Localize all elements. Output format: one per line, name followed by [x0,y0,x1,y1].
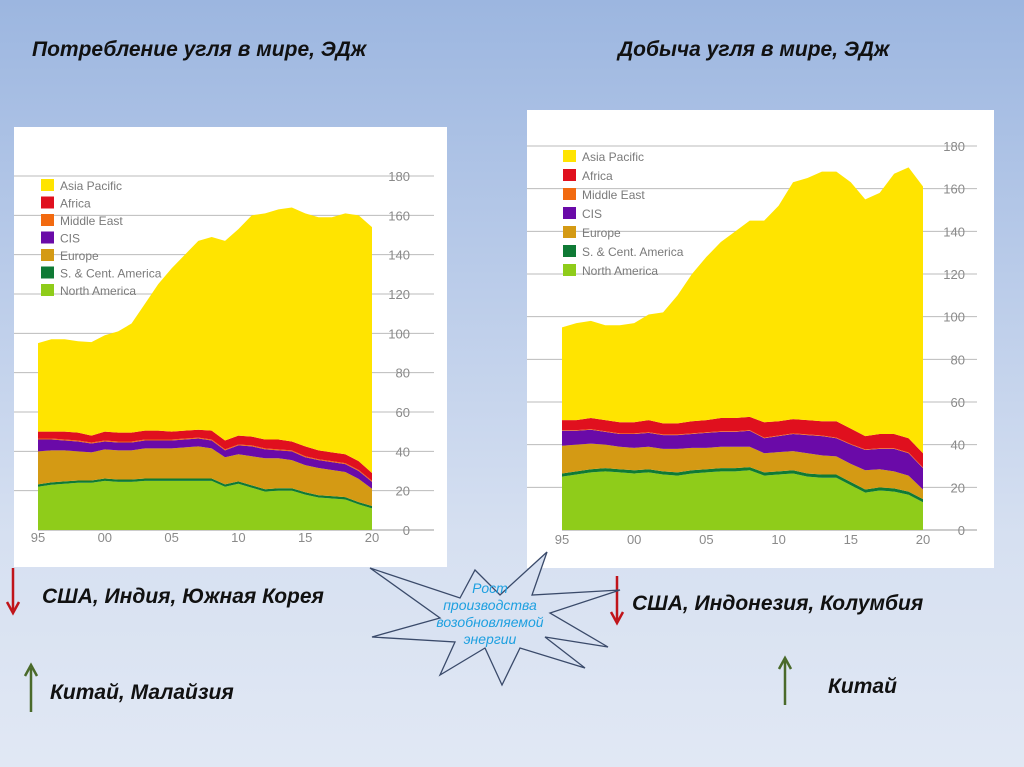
legend-swatch [563,245,576,257]
y-tick-label: 80 [396,366,410,381]
legend-swatch [563,264,576,276]
legend-label: Middle East [582,188,645,202]
legend-swatch [563,150,576,162]
legend-swatch [41,266,54,279]
x-tick-label: 95 [555,532,569,547]
area-cis [38,438,372,489]
x-tick-label: 05 [164,530,178,545]
right-title: Добыча угля в мире, ЭДж [618,38,890,61]
y-tick-label: 100 [388,326,410,341]
legend-label: Asia Pacific [582,150,644,164]
x-tick-label: 95 [31,530,45,545]
up-arrow-icon [777,655,793,705]
legend-swatch [563,169,576,181]
area-africa [562,416,923,468]
y-tick-label: 160 [943,182,965,197]
production-decline-countries: США, Индонезия, Колумбия [632,592,924,615]
consumption-growth-countries: Китай, Малайзия [50,681,234,704]
legend-swatch [41,179,54,191]
legend-swatch [41,214,54,226]
y-tick-label: 120 [388,287,410,302]
x-tick-label: 20 [916,532,930,547]
y-tick-label: 60 [396,405,410,420]
x-tick-label: 15 [844,532,858,547]
callout-line: возобновляемой [436,614,544,630]
legend-label: CIS [582,207,602,221]
legend-label: Africa [60,197,91,211]
y-tick-label: 180 [388,169,410,184]
x-tick-label: 05 [699,532,713,547]
production-chart-svg: 0 20 40 60 80 100 120 140 160 180 95 00 05 10 15 20 Asia… [527,139,977,547]
legend-label: Europe [60,249,99,263]
legend-label: North America [60,284,136,298]
legend-swatch [41,284,54,296]
y-tick-label: 160 [388,208,410,223]
area-europe [38,446,372,507]
area-cis [562,429,923,490]
y-tick-label: 100 [943,310,965,325]
area-s-cent-america [38,478,372,509]
legend-label: North America [582,264,658,278]
production-chart: 0 20 40 60 80 100 120 140 160 180 95 00 05 10 15 20 Asia… [527,110,994,568]
area-asia-pacific [562,167,923,454]
x-tick-label: 10 [771,532,785,547]
x-tick-label: 00 [627,532,641,547]
y-tick-label: 20 [951,480,965,495]
y-tick-label: 140 [388,248,410,263]
consumption-decline-countries: США, Индия, Южная Корея [42,585,324,608]
legend-swatch [41,249,54,261]
down-arrow-icon [5,568,21,616]
x-tick-label: 15 [298,530,312,545]
y-tick-label: 80 [951,352,965,367]
legend-label: Asia Pacific [60,179,122,193]
legend-label: CIS [60,232,80,246]
consumption-chart: 0 20 40 60 80 100 120 140 160 180 95 00 05 10 15 20 Asia… [14,127,447,567]
legend-label: S. & Cent. America [60,267,162,281]
down-arrow-icon [609,576,625,626]
explosion-callout-shape [369,551,621,687]
legend-swatch [41,231,54,244]
y-tick-label: 20 [396,484,410,499]
callout-line: Рост [472,580,508,596]
callout-line: производства [443,597,537,613]
legend-swatch [563,207,576,219]
area-s-cent-america [562,467,923,503]
y-tick-label: 0 [958,523,965,538]
legend-swatch [41,196,54,209]
area-africa [38,429,372,481]
x-tick-label: 20 [365,530,379,545]
y-tick-label: 120 [943,267,965,282]
legend-label: Middle East [60,214,123,228]
area-europe [562,443,923,500]
up-arrow-icon [23,662,39,712]
legend-swatch [563,226,576,238]
callout-line: энергии [463,631,517,647]
y-tick-label: 180 [943,139,965,154]
consumption-chart-svg: 0 20 40 60 80 100 120 140 160 180 95 00 05 10 15 20 Asia… [14,169,434,545]
legend-label: Africa [582,169,613,183]
x-tick-label: 00 [98,530,112,545]
area-north-america [38,480,372,530]
y-tick-label: 0 [403,523,410,538]
legend-label: Europe [582,226,621,240]
area-north-america [562,470,923,530]
production-growth-countries: Китай [828,675,897,698]
y-tick-label: 140 [943,224,965,239]
area-asia-pacific [38,207,372,473]
y-tick-label: 40 [396,444,410,459]
y-tick-label: 60 [951,395,965,410]
callout-text: Рост производства возобновляемой энергии [420,580,560,648]
legend-label: S. & Cent. America [582,245,684,259]
legend-swatch [563,188,576,200]
y-tick-label: 40 [951,438,965,453]
x-tick-label: 10 [231,530,245,545]
left-title: Потребление угля в мире, ЭДж [32,38,367,61]
